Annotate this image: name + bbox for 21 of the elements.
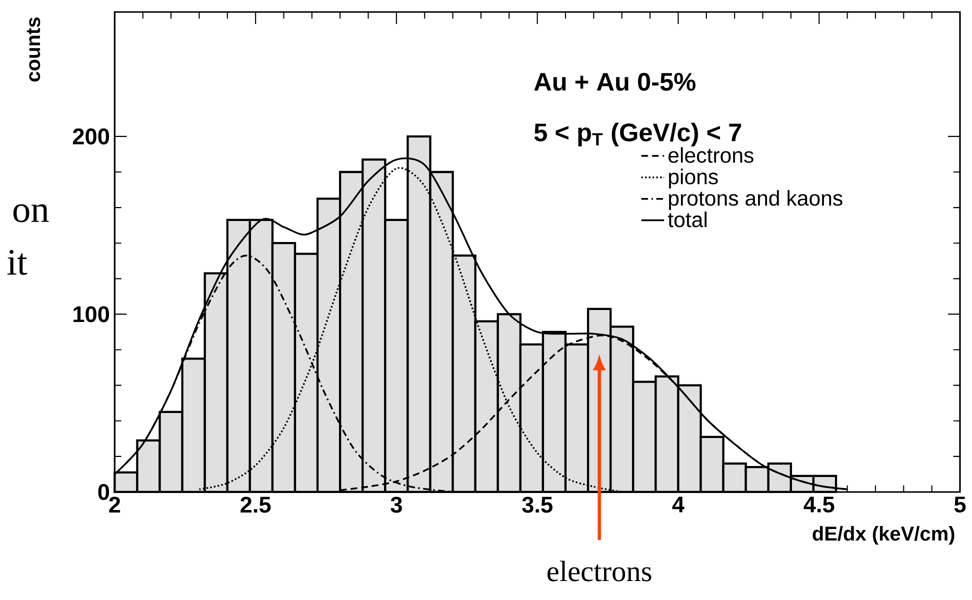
x-tick-label: 4.5 [804, 496, 834, 513]
text: electrons [548, 560, 652, 582]
y-axis-title: counts [26, 18, 40, 82]
annotation: Au + Au 0-5% [534, 72, 696, 91]
x-tick-label: 5 [954, 496, 966, 513]
legend-label: electrons [668, 147, 754, 163]
x-tick-label: 4 [672, 496, 684, 512]
x-tick-label: 3.5 [522, 496, 552, 513]
legend-label: protons and kaons [669, 190, 842, 210]
y-tick-label: 200 [72, 128, 110, 144]
y-tick-label: 0 [98, 484, 110, 500]
x-tick-label: 2.5 [240, 496, 271, 513]
y-tick-label: 100 [74, 306, 110, 322]
x-tick-label: 2 [109, 496, 120, 513]
legend-label: pions [669, 168, 718, 189]
legend-label: total [668, 212, 707, 228]
x-axis-title: dE/dx (keV/cm) [812, 526, 954, 545]
text: it [7, 250, 28, 275]
annotation: 5 < p$_{T}$ (GeV/c) < 7 [534, 122, 742, 146]
x-tick-label: 3 [390, 496, 402, 513]
text: on [13, 204, 49, 222]
